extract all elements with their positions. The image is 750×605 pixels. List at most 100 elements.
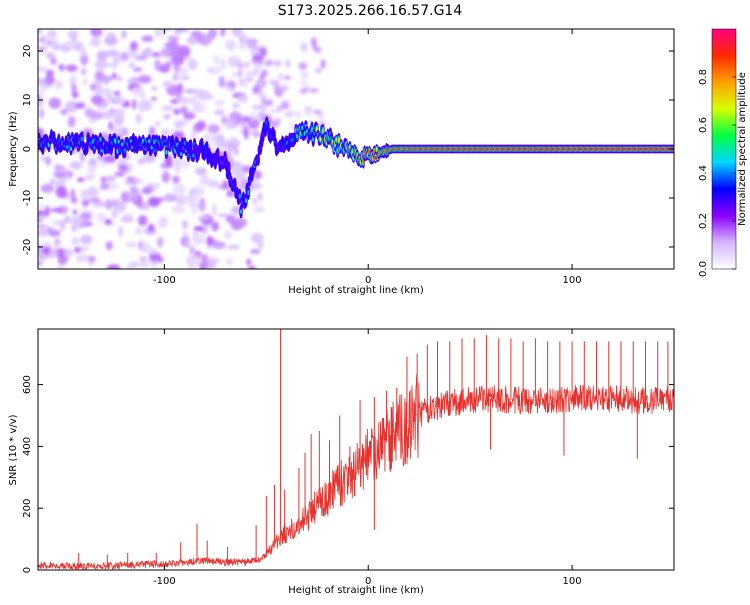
spectrogram-noise-cell: [199, 174, 210, 186]
spectrogram-noise-cell: [113, 90, 121, 97]
spectrogram-noise-cell: [63, 248, 74, 257]
spectrogram-ridge-core: [116, 148, 119, 154]
spectrogram-noise-cell: [163, 193, 178, 202]
snr-ytick-label: 600: [22, 375, 33, 394]
snr-xlabel: Height of straight line (km): [288, 585, 424, 596]
spectrogram-noise-cell: [80, 151, 85, 163]
spectrogram-noise-cell: [189, 95, 197, 106]
spectrogram-noise-cell: [222, 180, 229, 189]
spectrogram-noise-cell: [139, 256, 148, 261]
spectrogram-ridge-core: [144, 147, 147, 151]
spectrogram-noise-cell: [288, 109, 294, 116]
spectrogram-noise-cell: [273, 80, 280, 91]
spectrogram-ridge-core: [374, 155, 377, 160]
spectrogram-noise-cell: [151, 85, 158, 91]
colorbar-tick-label: 0.8: [698, 69, 709, 85]
spectrogram-noise-cell: [138, 240, 143, 250]
spectrogram-noise-cell: [207, 123, 220, 134]
colorbar-tick-label: 0.6: [698, 117, 709, 133]
spectrogram-noise-cell: [89, 84, 96, 91]
spectrogram-noise-cell: [250, 232, 264, 244]
spectrogram-noise-cell: [191, 204, 197, 216]
spectrogram-noise-cell: [243, 126, 250, 132]
spectrogram-noise-cell: [58, 63, 65, 72]
spectrogram-noise-cell: [214, 99, 225, 107]
spectrogram-ridge-core: [189, 143, 192, 149]
spectrogram-noise-cell: [38, 66, 49, 73]
spectrogram-noise-cell: [211, 134, 219, 145]
spectrogram-noise-cell: [42, 246, 51, 255]
spectrogram-noise-cell: [39, 202, 46, 210]
colorbar: 0.0 0.2 0.4 0.6 0.8 Normalized spectral ampl…: [698, 28, 748, 277]
spectrogram-noise-cell: [81, 198, 90, 207]
spectrogram-noise-cell: [45, 205, 50, 217]
colorbar-tick-label: 0.2: [698, 213, 709, 229]
spectrogram-noise-cell: [160, 47, 171, 58]
spectrogram-noise-cell: [60, 108, 68, 116]
spectrogram-noise-cell: [126, 262, 136, 269]
spectrogram-ridge-core: [205, 144, 208, 149]
spectrogram-noise-cell: [106, 182, 120, 190]
spectrogram-noise-cell: [89, 110, 104, 120]
spectrogram-noise-cell: [134, 55, 148, 61]
spectrogram-noise-cell: [224, 229, 232, 240]
spectrogram-noise-cell: [69, 215, 82, 226]
spectrogram-ridge-core: [238, 193, 241, 199]
spectrogram-noise-cell: [173, 61, 180, 73]
spectrogram-ytick-label: 10: [22, 94, 33, 107]
spectrogram-noise-cell: [163, 114, 171, 120]
spectrogram-noise-cell: [40, 183, 55, 194]
spectrogram-noise-cell: [95, 212, 106, 223]
spectrogram-noise-cell: [65, 100, 79, 113]
spectrogram-ridge-core: [200, 142, 203, 148]
colorbar-tick-label: 0.4: [698, 165, 709, 181]
spectrogram-noise-cell: [114, 171, 125, 177]
spectrogram-noise-cell: [179, 106, 189, 114]
spectrogram-noise-cell: [71, 83, 77, 95]
spectrogram-noise-cell: [135, 113, 142, 124]
spectrogram-noise-cell: [224, 39, 237, 51]
spectrogram-noise-cell: [54, 248, 67, 258]
spectrogram-noise-cell: [99, 181, 110, 191]
spectrogram-ridge-core: [68, 138, 71, 143]
spectrogram-noise-cell: [200, 223, 209, 236]
spectrogram-noise-cell: [251, 196, 258, 205]
spectrogram-noise-cell: [73, 246, 82, 254]
spectrogram-noise-cell: [241, 115, 252, 123]
spectrogram-noise-cell: [105, 241, 114, 251]
spectrogram-noise-cell: [273, 59, 282, 67]
spectrogram-noise-cell: [251, 43, 259, 51]
spectrogram-ridge-core: [80, 136, 84, 142]
spectrogram-noise-cell: [124, 99, 130, 107]
spectrogram-noise-cell: [138, 260, 150, 267]
colorbar-frame: [711, 28, 737, 270]
spectrogram-noise-cell: [40, 241, 52, 249]
spectrogram-noise-cell: [48, 97, 62, 109]
spectrogram-noise-cell: [38, 215, 49, 220]
spectrogram-noise-cell: [110, 127, 124, 135]
spectrogram-noise-cell: [131, 98, 137, 110]
spectrogram-noise-cell: [253, 205, 266, 213]
spectrogram-noise-cell: [221, 115, 228, 126]
spectrogram-ridge-core: [180, 151, 183, 156]
snr-line: [38, 374, 674, 570]
spectrogram-ridge-core: [148, 138, 151, 144]
spectrogram-noise-cell: [249, 112, 256, 122]
spectrogram-noise-cell: [49, 178, 55, 185]
snr-ytick-label: 0: [22, 567, 33, 573]
spectrogram-noise-cell: [111, 96, 125, 103]
spectrogram-noise-cell: [174, 161, 182, 174]
spectrogram-noise-cell: [232, 103, 240, 109]
spectrogram-noise-cell: [103, 154, 117, 164]
spectrogram-noise-cell: [137, 215, 148, 226]
spectrogram-ridge-core: [248, 178, 251, 183]
spectrogram-noise-cell: [55, 186, 68, 198]
spectrogram-noise-cell: [86, 186, 100, 199]
spectrogram-noise-cell: [212, 203, 217, 216]
spectrogram-noise-cell: [57, 256, 68, 265]
spectrogram-ridge-core: [375, 147, 378, 152]
spectrogram-noise-cell: [148, 197, 160, 207]
spectrogram-noise-cell: [280, 84, 289, 91]
spectrogram-ridge-core: [57, 138, 60, 144]
spectrogram-noise-cell: [178, 67, 189, 76]
